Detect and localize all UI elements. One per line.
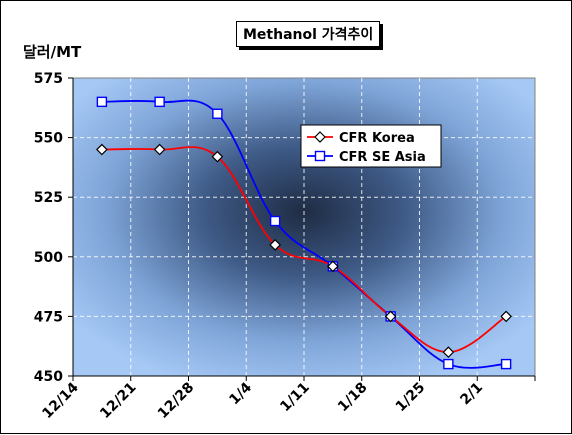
x-tick-label: 1/4 [226,379,255,408]
series-line-cfr-se-asia [101,99,507,369]
y-tick-label: 450 [34,369,63,385]
x-tick-labels: 12/14 12/21 12/28 1/4 1/11 1/18 1/25 2/1 [39,379,486,422]
y-tick-label: 550 [34,131,63,147]
legend-marker [314,150,326,162]
legend-entry: CFR Korea [339,131,415,146]
x-tick-label: 12/28 [155,380,197,422]
data-point-cfr-se-asia [96,96,108,108]
data-point-cfr-se-asia [154,96,165,108]
data-point-cfr-korea [384,310,397,323]
data-point-cfr-se-asia [500,358,512,370]
data-point-cfr-korea [442,346,455,359]
axes [68,77,536,381]
y-tick-labels: 450 475 500 525 550 575 [34,71,63,385]
y-tick-label: 575 [34,71,63,87]
data-point-cfr-korea [211,150,224,163]
chart-title: Methanol 가격추이 [236,21,381,47]
x-tick-label: 1/18 [335,380,371,416]
data-series [96,96,512,370]
legend: CFR Korea CFR SE Asia [300,124,442,168]
legend-marker [314,131,326,143]
x-tick-label: 1/25 [393,380,429,416]
y-tick-label: 475 [34,309,63,325]
y-axis-label: 달러/MT [23,43,82,61]
y-tick-label: 500 [34,250,63,266]
data-point-cfr-se-asia [212,108,223,119]
x-tick-label: 12/14 [39,379,82,422]
data-point-cfr-korea [96,143,108,156]
data-point-cfr-se-asia [269,215,281,227]
legend-entry: CFR SE Asia [339,150,426,165]
data-point-cfr-korea [153,143,166,156]
x-tick-label: 2/1 [457,380,486,409]
data-point-cfr-korea [327,260,339,273]
y-tick-label: 525 [34,190,63,206]
series-line-cfr-korea [101,146,507,354]
data-point-cfr-korea [269,239,281,251]
x-tick-label: 12/21 [97,380,139,422]
data-point-cfr-korea [500,310,512,323]
data-point-cfr-se-asia [443,358,454,370]
x-tick-label: 1/11 [277,380,313,416]
